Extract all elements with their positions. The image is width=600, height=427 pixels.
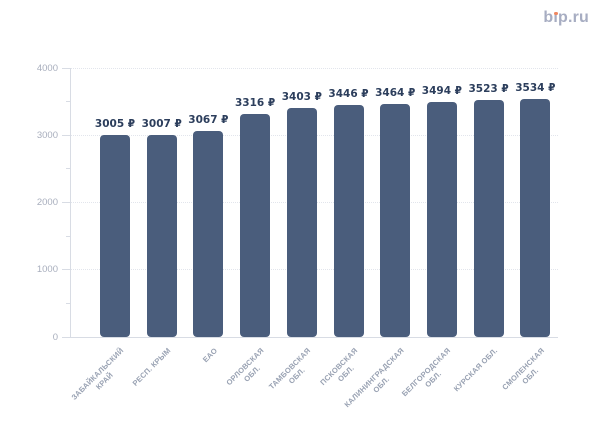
y-axis-tick-label: 4000 bbox=[36, 62, 58, 74]
bar-value-label: 3067 ₽ bbox=[188, 113, 229, 126]
bar-6[interactable] bbox=[333, 105, 364, 337]
logo-i-dot-icon bbox=[553, 11, 558, 16]
y-axis-tick-label: 1000 bbox=[36, 264, 58, 276]
x-axis-label: РЕСП. КРЫМ bbox=[130, 346, 173, 388]
y-major-tick-1000 bbox=[62, 269, 70, 271]
gridline-4000 bbox=[71, 67, 558, 69]
bar-chart-plot-area: 3005 ₽ 3007 ₽ 3067 ₽ 3316 ₽ 3403 ₽ 3446 ₽ 3464… bbox=[62, 67, 558, 338]
x-axis-label: ОРЛОВСКАЯ ОБЛ. bbox=[224, 346, 266, 388]
x-axis-label: КУРСКАЯ ОБЛ. bbox=[451, 346, 499, 394]
x-axis-label: ЗАБАЙКАЛЬСКИЙ КРАЙ bbox=[69, 346, 126, 402]
y-axis-tick-label: 0 bbox=[52, 331, 58, 343]
y-axis-tick-label: 3000 bbox=[36, 129, 58, 141]
bar-7[interactable] bbox=[380, 104, 411, 337]
bar-5[interactable] bbox=[286, 108, 317, 337]
bar-value-label: 3005 ₽ bbox=[94, 117, 136, 130]
y-major-tick-0 bbox=[62, 336, 70, 338]
x-axis-label: СМОЛЕНСКАЯ ОБЛ. bbox=[499, 346, 546, 392]
bar-2[interactable] bbox=[146, 134, 177, 337]
bar-1[interactable] bbox=[100, 134, 130, 337]
y-major-tick-3000 bbox=[62, 134, 70, 136]
y-minor-tick-500 bbox=[66, 302, 70, 304]
bar-8[interactable] bbox=[426, 102, 457, 337]
x-axis-label: ЕАО bbox=[200, 346, 219, 365]
bar-3[interactable] bbox=[193, 130, 224, 337]
y-major-tick-2000 bbox=[62, 202, 70, 203]
bar-value-label: 3316 ₽ bbox=[235, 97, 276, 109]
bar-value-label: 3446 ₽ bbox=[328, 88, 369, 101]
site-logo[interactable]: bı p.ru bbox=[543, 9, 589, 26]
bar-4[interactable] bbox=[240, 114, 271, 337]
y-major-tick-4000 bbox=[62, 67, 70, 69]
bar-9[interactable] bbox=[473, 100, 504, 337]
y-minor-tick-2500 bbox=[66, 168, 70, 170]
y-axis-tick-label: 2000 bbox=[36, 197, 58, 208]
bar-value-label: 3007 ₽ bbox=[141, 117, 182, 130]
bar-value-label: 3403 ₽ bbox=[281, 91, 322, 104]
y-minor-tick-3500 bbox=[66, 101, 70, 103]
bar-value-label: 3494 ₽ bbox=[421, 85, 462, 97]
bar-value-label: 3534 ₽ bbox=[515, 82, 556, 95]
bar-value-label: 3523 ₽ bbox=[468, 83, 509, 96]
x-axis-label: ТАМБОВСКАЯ ОБЛ. bbox=[266, 346, 313, 392]
y-minor-tick-1500 bbox=[66, 235, 70, 237]
bar-10[interactable] bbox=[520, 99, 551, 337]
bar-value-label: 3464 ₽ bbox=[375, 87, 416, 99]
